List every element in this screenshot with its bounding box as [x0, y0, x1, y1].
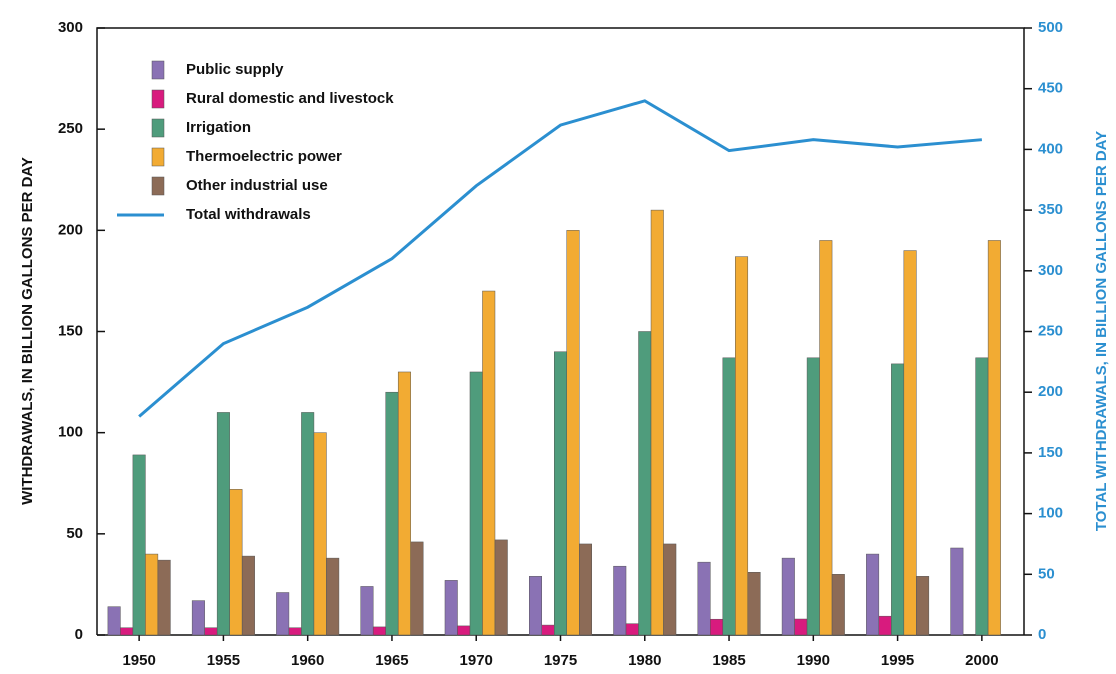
y-tick-label: 0: [75, 626, 83, 643]
y2-tick-label: 350: [1038, 201, 1063, 218]
bar: [216, 412, 230, 636]
bar: [710, 618, 724, 636]
bar: [385, 391, 399, 636]
bar: [722, 357, 736, 636]
bar: [457, 625, 471, 636]
y-tick-label: 200: [58, 221, 83, 238]
bar: [878, 615, 892, 636]
bar: [145, 553, 159, 636]
y2-axis-label: TOTAL WITHDRAWALS, IN BILLION GALLONS PE…: [1093, 131, 1110, 531]
bar: [120, 627, 134, 636]
bar: [326, 557, 340, 636]
legend-swatch: [151, 89, 165, 109]
bar: [191, 600, 205, 636]
bar: [638, 331, 652, 636]
bar: [625, 623, 639, 636]
bar: [410, 541, 424, 636]
bar: [891, 363, 905, 636]
bar: [903, 250, 917, 636]
y-tick-label: 100: [58, 424, 83, 441]
legend-label: Thermoelectric power: [186, 148, 342, 165]
legend-label: Irrigation: [186, 119, 251, 136]
bar: [397, 371, 411, 636]
legend-label: Rural domestic and livestock: [186, 90, 394, 107]
bar: [482, 290, 496, 636]
bar: [613, 565, 627, 636]
x-tick-label: 1960: [291, 652, 324, 669]
bar: [132, 454, 146, 636]
legend-swatch: [151, 118, 165, 138]
y-axis-label: WITHDRAWALS, IN BILLION GALLONS PER DAY: [19, 157, 36, 505]
bar: [276, 592, 290, 636]
x-tick-label: 1955: [207, 652, 240, 669]
legend-swatch: [151, 147, 165, 167]
bar: [916, 576, 930, 636]
bar: [313, 432, 327, 636]
x-tick-label: 1970: [460, 652, 493, 669]
bar: [735, 256, 749, 636]
y-tick-label: 300: [58, 19, 83, 36]
bar: [372, 626, 386, 636]
bar: [987, 240, 1001, 636]
bar: [566, 230, 580, 636]
bar: [229, 489, 243, 636]
bar: [469, 371, 483, 636]
bar: [360, 586, 374, 636]
bar: [444, 580, 458, 636]
y2-tick-label: 250: [1038, 322, 1063, 339]
x-tick-label: 1995: [881, 652, 914, 669]
legend-swatch: [151, 60, 165, 80]
bar: [554, 351, 567, 636]
y2-tick-label: 200: [1038, 383, 1063, 400]
legend-label: Other industrial use: [186, 177, 328, 194]
bar: [831, 574, 845, 636]
legend-label: Public supply: [186, 61, 284, 78]
bar: [157, 559, 171, 636]
bar: [975, 357, 989, 636]
bar: [663, 543, 677, 636]
bar: [579, 543, 592, 636]
bar: [866, 553, 880, 636]
y-tick-label: 150: [58, 322, 83, 339]
y2-tick-label: 400: [1038, 140, 1063, 157]
bar: [781, 557, 795, 636]
y2-tick-label: 300: [1038, 262, 1063, 279]
legend-label: Total withdrawals: [186, 206, 311, 223]
bar: [529, 576, 542, 636]
x-tick-label: 1950: [122, 652, 155, 669]
bar: [650, 209, 664, 636]
bar: [697, 561, 711, 636]
bar: [747, 572, 761, 636]
bar: [301, 412, 315, 636]
bar: [107, 606, 121, 636]
y2-tick-label: 50: [1038, 565, 1055, 582]
x-tick-label: 1990: [797, 652, 830, 669]
x-tick-label: 1965: [375, 652, 408, 669]
legend-swatch: [151, 176, 165, 196]
y2-tick-label: 0: [1038, 626, 1046, 643]
x-tick-label: 1985: [712, 652, 745, 669]
y-tick-label: 250: [58, 120, 83, 137]
x-tick-label: 2000: [965, 652, 998, 669]
y2-tick-label: 150: [1038, 444, 1063, 461]
bar: [950, 547, 964, 636]
bar: [806, 357, 820, 636]
y-tick-label: 50: [66, 525, 83, 542]
y2-tick-label: 450: [1038, 80, 1063, 97]
bar: [494, 539, 508, 636]
total-line: [138, 99, 982, 418]
y2-tick-label: 500: [1038, 19, 1063, 36]
y2-tick-label: 100: [1038, 505, 1063, 522]
bar: [288, 627, 302, 636]
bar: [541, 624, 555, 636]
bar: [241, 555, 255, 636]
bar: [794, 618, 808, 636]
x-tick-label: 1975: [544, 652, 577, 669]
x-tick-label: 1980: [628, 652, 661, 669]
bar: [819, 240, 833, 636]
bar: [204, 627, 218, 636]
